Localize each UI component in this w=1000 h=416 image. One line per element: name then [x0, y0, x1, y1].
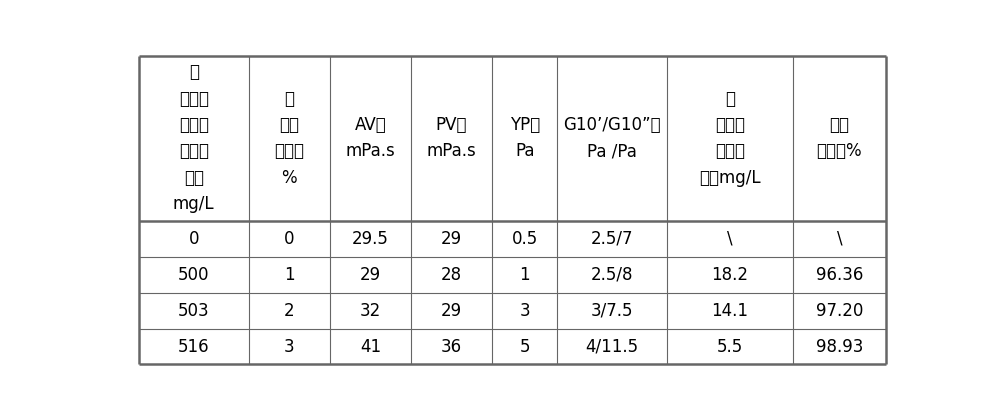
Text: 29: 29 [441, 302, 462, 319]
Text: PV，
mPa.s: PV， mPa.s [427, 116, 476, 161]
Text: 4/11.5: 4/11.5 [585, 337, 639, 356]
Text: 29: 29 [441, 230, 462, 248]
Text: 3: 3 [519, 302, 530, 319]
Text: 503: 503 [178, 302, 210, 319]
Text: 36: 36 [441, 337, 462, 356]
Text: 5.5: 5.5 [717, 337, 743, 356]
Text: AV，
mPa.s: AV， mPa.s [346, 116, 395, 161]
Text: 14.1: 14.1 [711, 302, 748, 319]
Text: 2: 2 [284, 302, 294, 319]
Text: \: \ [837, 230, 842, 248]
Text: 29: 29 [360, 266, 381, 284]
Text: 516: 516 [178, 337, 210, 356]
Text: 2.5/8: 2.5/8 [591, 266, 633, 284]
Text: 完
井液体
系中硫
化物含
量，
mg/L: 完 井液体 系中硫 化物含 量， mg/L [173, 63, 215, 213]
Text: 3: 3 [284, 337, 294, 356]
Text: 2.5/7: 2.5/7 [591, 230, 633, 248]
Text: G10’/G10”，
Pa /Pa: G10’/G10”， Pa /Pa [563, 116, 661, 161]
Text: 除
硫后硫
化物含
量，mg/L: 除 硫后硫 化物含 量，mg/L [699, 90, 761, 187]
Text: 32: 32 [360, 302, 381, 319]
Text: 41: 41 [360, 337, 381, 356]
Text: 0: 0 [284, 230, 294, 248]
Text: 1: 1 [284, 266, 294, 284]
Text: 0: 0 [189, 230, 199, 248]
Text: 0.5: 0.5 [512, 230, 538, 248]
Text: 97.20: 97.20 [816, 302, 863, 319]
Text: 96.36: 96.36 [816, 266, 863, 284]
Text: 98.93: 98.93 [816, 337, 863, 356]
Text: YP，
Pa: YP， Pa [510, 116, 540, 161]
Text: 29.5: 29.5 [352, 230, 389, 248]
Text: 除硫
效率，%: 除硫 效率，% [817, 116, 862, 161]
Text: 500: 500 [178, 266, 210, 284]
Text: 18.2: 18.2 [711, 266, 748, 284]
Text: 3/7.5: 3/7.5 [591, 302, 633, 319]
Text: 除
硫剂
加量，
%: 除 硫剂 加量， % [274, 90, 304, 187]
Text: 5: 5 [519, 337, 530, 356]
Text: 28: 28 [441, 266, 462, 284]
Text: \: \ [727, 230, 733, 248]
Text: 1: 1 [519, 266, 530, 284]
